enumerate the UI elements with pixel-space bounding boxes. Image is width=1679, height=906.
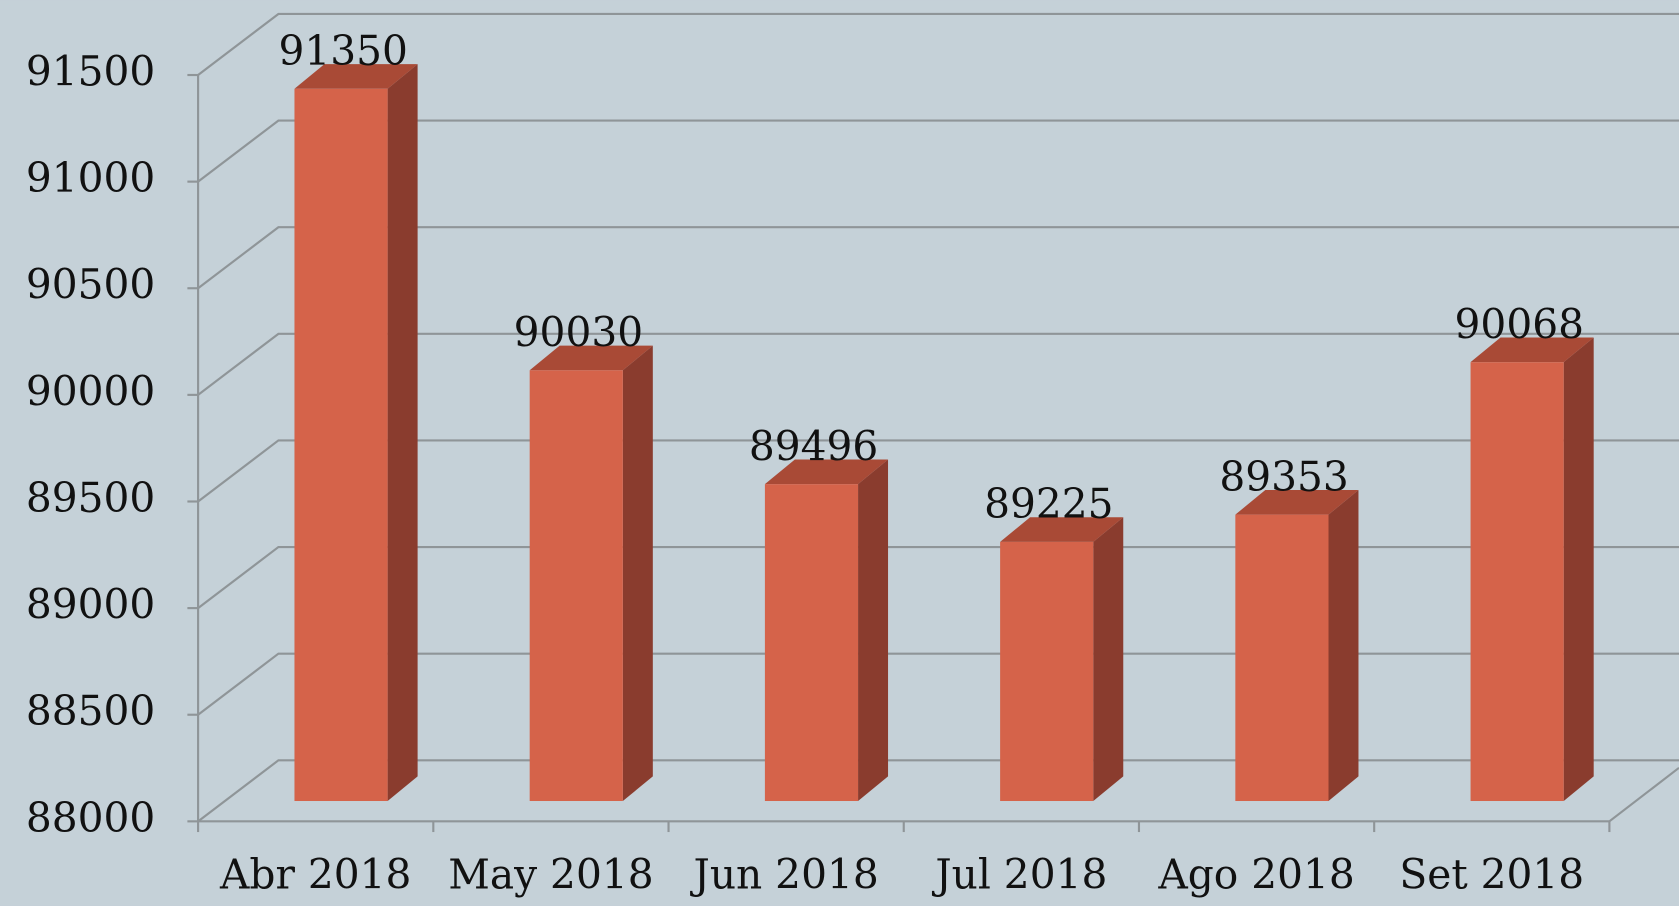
value-label: 91350 [278,27,407,75]
bar-front [1000,541,1094,802]
bar-top [294,64,418,89]
bar-top [1470,337,1594,363]
bar-front [529,370,623,802]
bar [529,345,653,802]
bar-top [1235,490,1359,515]
bar-front [294,88,388,802]
y-tick-label: 89000 [26,581,155,629]
bar-side [622,345,653,802]
bar-top [764,459,889,485]
bar [294,64,418,802]
bar-side [387,64,418,802]
bar-front [1235,514,1329,802]
value-label: 90030 [514,309,643,357]
grid-line [197,119,1679,183]
bar-side [1328,490,1359,802]
grid-line [197,332,1679,396]
bar [1235,490,1359,802]
value-label: 90068 [1455,300,1584,348]
x-tick-label: Jun 2018 [690,851,879,899]
y-tick-label: 88000 [26,794,155,842]
grid-line [197,652,1679,716]
y-tick-label: 91000 [26,154,155,202]
y-tick-label: 91500 [26,48,155,96]
y-tick-label: 89500 [26,474,155,522]
y-tick-label: 90500 [26,261,155,309]
bar [764,459,889,802]
y-tick-label: 90000 [26,367,155,415]
grid-line [197,439,1679,503]
bar-side [1563,337,1594,802]
bar-front [764,484,859,802]
value-label: 89496 [749,422,878,470]
y-tick-label: 88500 [26,687,155,735]
bar-front [1470,362,1564,802]
x-tick-label: Ago 2018 [1157,851,1354,899]
grid-line [197,546,1679,609]
bar-side [858,459,889,802]
bar-top [529,345,653,371]
x-tick-label: Jul 2018 [931,851,1107,899]
value-label: 89353 [1219,453,1348,501]
x-tick-label: May 2018 [448,851,653,899]
x-tick-label: Abr 2018 [219,851,411,899]
value-label: 89225 [984,480,1113,528]
bar-top [1000,517,1124,542]
grid-line [197,226,1679,290]
grid-line [197,759,1679,823]
bar [1000,517,1124,802]
bar [1470,337,1594,802]
bar-side [1093,517,1124,802]
x-tick-label: Set 2018 [1399,851,1584,899]
grid-line [197,12,1679,76]
